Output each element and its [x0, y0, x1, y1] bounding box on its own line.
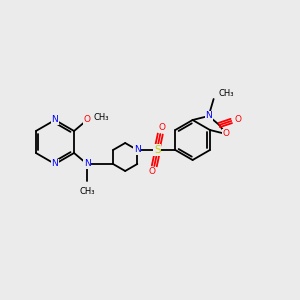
Text: CH₃: CH₃ — [93, 113, 109, 122]
Text: N: N — [52, 160, 58, 169]
Text: CH₃: CH₃ — [219, 89, 234, 98]
Text: O: O — [159, 124, 166, 133]
Text: N: N — [52, 116, 58, 124]
Text: O: O — [235, 116, 242, 124]
Text: O: O — [149, 167, 156, 176]
Text: N: N — [134, 146, 141, 154]
Text: O: O — [222, 130, 230, 139]
Text: S: S — [154, 145, 160, 155]
Text: N: N — [205, 112, 212, 121]
Text: CH₃: CH₃ — [79, 187, 95, 196]
Text: N: N — [84, 160, 90, 169]
Text: O: O — [84, 116, 91, 124]
